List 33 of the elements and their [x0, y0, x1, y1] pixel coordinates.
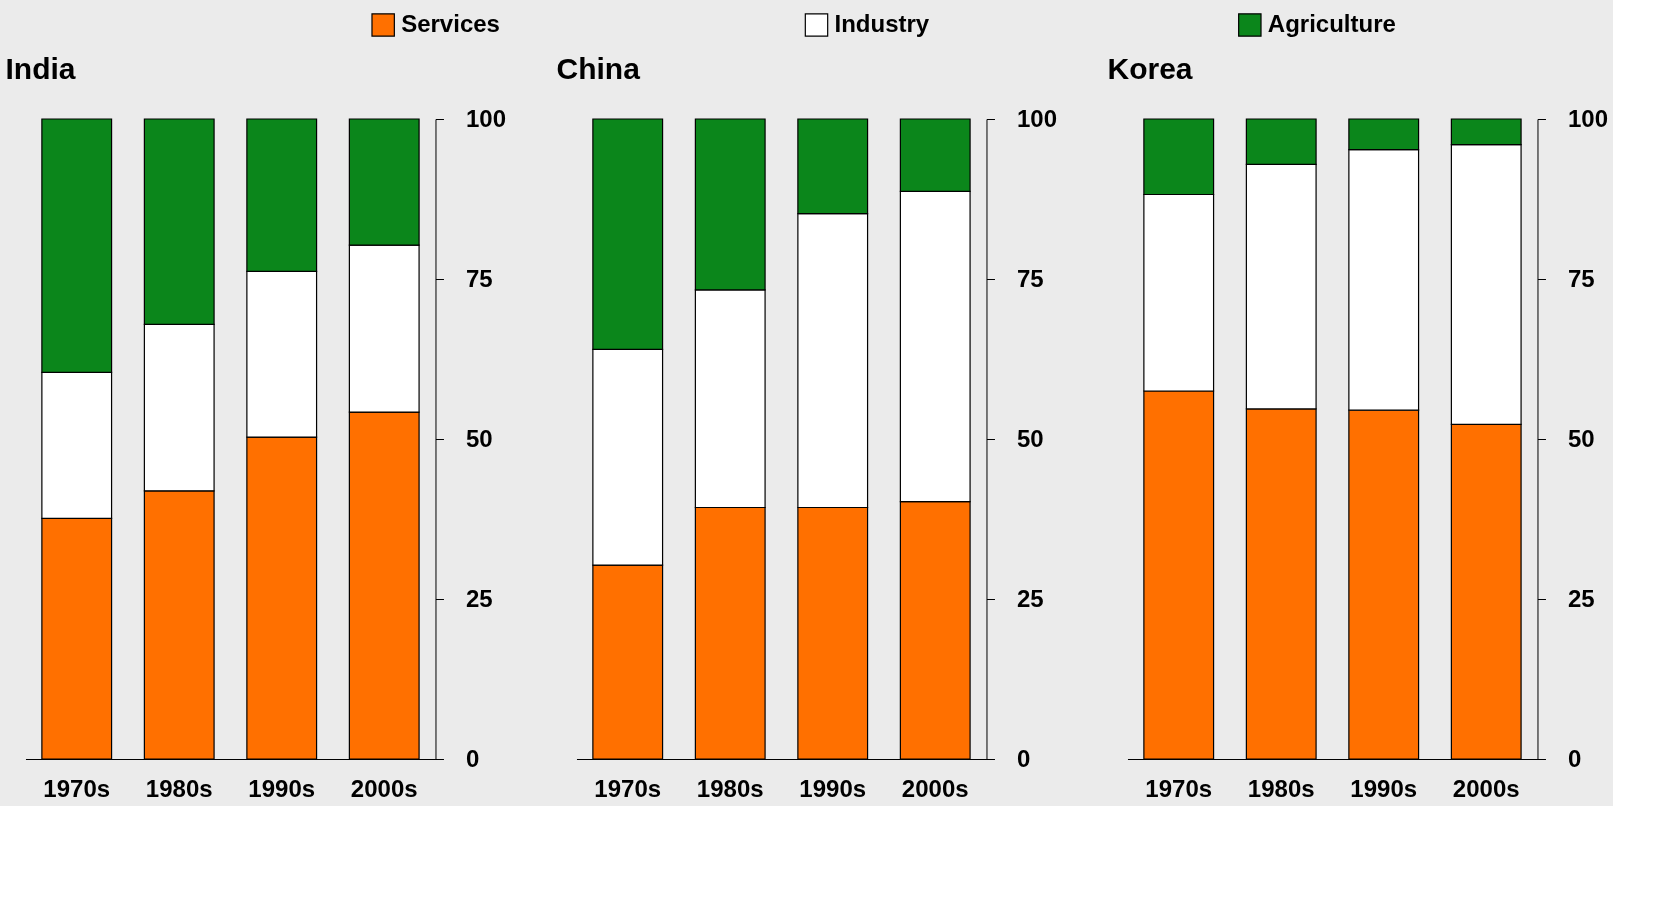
y-tick-label: 25: [1016, 584, 1044, 612]
y-tick-label: 75: [465, 264, 493, 292]
chart-title: India: [5, 52, 76, 85]
x-tick-label: 1970s: [43, 774, 111, 802]
chart-title: Korea: [1107, 52, 1193, 85]
x-tick-label: 1980s: [1247, 774, 1315, 802]
x-tick-label: 1990s: [1350, 774, 1418, 802]
legend-label: Services: [401, 10, 500, 37]
y-tick-label: 50: [1016, 424, 1044, 452]
y-tick-label: 100: [465, 104, 507, 132]
y-tick-label: 0: [465, 744, 480, 772]
x-tick-label: 1980s: [145, 774, 213, 802]
legend-label: Industry: [834, 10, 930, 37]
y-tick-label: 25: [1567, 584, 1595, 612]
y-tick-label: 25: [465, 584, 493, 612]
x-tick-label: 1970s: [1145, 774, 1213, 802]
chart-title: China: [556, 52, 641, 85]
y-tick-label: 75: [1016, 264, 1044, 292]
x-tick-label: 1980s: [696, 774, 764, 802]
y-tick-label: 50: [465, 424, 493, 452]
x-tick-label: 1970s: [594, 774, 662, 802]
x-tick-label: 2000s: [901, 774, 969, 802]
y-tick-label: 100: [1016, 104, 1058, 132]
x-tick-label: 2000s: [350, 774, 418, 802]
y-tick-label: 50: [1567, 424, 1595, 452]
x-tick-label: 2000s: [1452, 774, 1520, 802]
x-tick-label: 1990s: [248, 774, 316, 802]
legend-label: Agriculture: [1267, 10, 1396, 37]
x-tick-label: 1990s: [799, 774, 867, 802]
y-tick-label: 0: [1567, 744, 1582, 772]
y-tick-label: 100: [1567, 104, 1609, 132]
y-tick-label: 75: [1567, 264, 1595, 292]
y-tick-label: 0: [1016, 744, 1031, 772]
